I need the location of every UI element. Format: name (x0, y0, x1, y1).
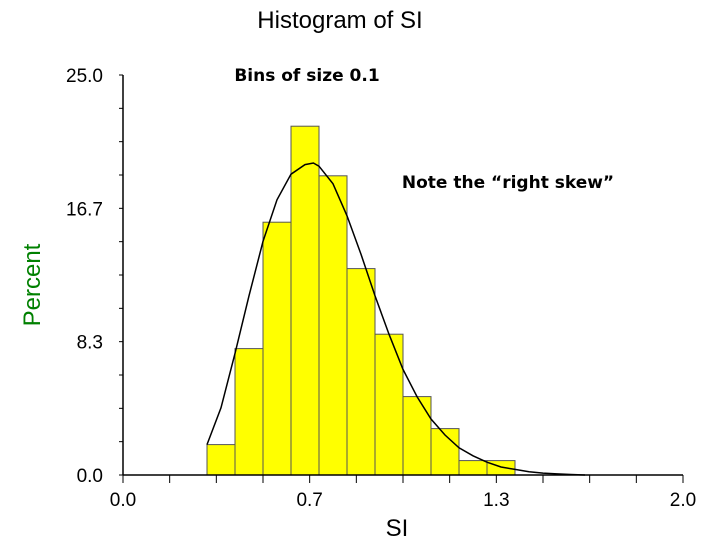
histogram-bar-5 (318, 175, 348, 476)
y-tick-label: 16.7 (66, 199, 103, 220)
x-axis-label: SI (386, 515, 409, 540)
x-tick-label: 1.3 (483, 490, 509, 511)
x-tick-label: 0.7 (296, 490, 322, 511)
histogram-bar-4 (290, 125, 320, 476)
chart-title: Histogram of SI (257, 7, 422, 34)
histogram-bar-1 (206, 444, 236, 476)
x-tick-label: 0.0 (110, 490, 136, 511)
skew-annotation: Note the “right skew” (402, 173, 614, 193)
chart-axes: 0.0 0.7 1.3 2.0 0.0 8.3 16.7 25.0 (66, 66, 696, 511)
histogram-bar-11 (486, 460, 516, 476)
bin-size-annotation: Bins of size 0.1 (234, 66, 379, 86)
y-axis-label: Percent (19, 243, 46, 326)
histogram-bar-10 (458, 460, 488, 476)
y-tick-label: 0.0 (77, 466, 103, 487)
histogram-bar-3 (262, 221, 292, 476)
histogram-bar-8 (402, 396, 432, 476)
density-curve (206, 162, 586, 476)
y-tick-label: 25.0 (66, 66, 103, 87)
y-tick-label: 8.3 (77, 333, 103, 354)
x-tick-label: 2.0 (670, 490, 696, 511)
histogram-bar-6 (346, 268, 376, 476)
histogram-bar-2 (234, 348, 264, 476)
histogram-bar-7 (374, 333, 404, 476)
histogram-bars (206, 125, 516, 476)
